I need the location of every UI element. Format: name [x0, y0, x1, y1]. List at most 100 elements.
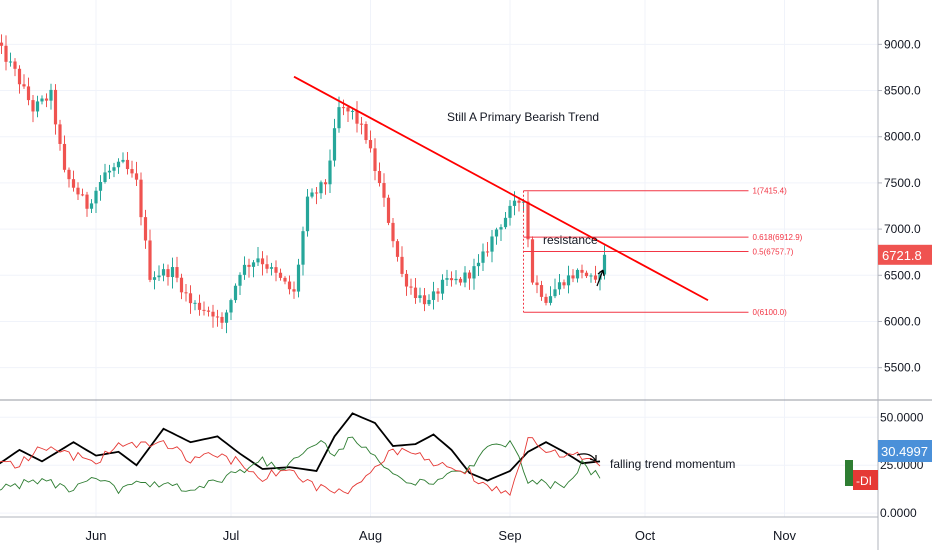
candle-body: [476, 262, 481, 267]
candle: [508, 200, 512, 226]
candle: [557, 273, 562, 295]
candle-body: [580, 269, 584, 273]
candle-body: [8, 61, 13, 63]
indicator-line-di: [0, 436, 601, 495]
indicator-tick-label: 50.0000: [880, 410, 924, 424]
candle: [31, 94, 35, 123]
chart-title-annotation: Still A Primary Bearish Trend: [447, 110, 599, 124]
candle: [382, 173, 386, 207]
candle-body: [166, 269, 170, 278]
candle: [58, 119, 62, 151]
time-tick-label: Jun: [86, 528, 107, 543]
candle: [490, 230, 494, 263]
candle-body: [152, 277, 157, 280]
candle-body: [301, 231, 305, 265]
candle: [526, 191, 530, 248]
candle-body: [395, 241, 400, 257]
candle: [472, 258, 476, 290]
fib-level-label: 0.5(6757.7): [753, 247, 794, 256]
candle-body: [323, 182, 328, 185]
candle-body: [22, 84, 26, 87]
candle-body: [422, 295, 427, 305]
candle-body: [458, 278, 463, 283]
candle-body: [377, 171, 382, 184]
candle: [265, 255, 269, 274]
candle-body: [418, 295, 422, 299]
candle-body: [179, 277, 184, 293]
candle: [116, 158, 121, 174]
candle: [544, 293, 548, 306]
candle-body: [382, 183, 386, 198]
candle: [71, 170, 76, 192]
last-price-badge: [878, 244, 932, 265]
candle: [463, 266, 467, 288]
candle: [494, 227, 499, 245]
price-tick-label: 7500.0: [884, 176, 921, 190]
candle-body: [337, 107, 341, 129]
candle: [278, 268, 283, 281]
candle-body: [233, 285, 238, 301]
time-tick-label: Aug: [359, 528, 382, 543]
candle-body: [355, 110, 359, 124]
price-tick-label: 8500.0: [884, 84, 921, 98]
candle-body: [193, 302, 197, 304]
candle-body: [332, 128, 337, 161]
candle: [166, 264, 170, 286]
candle-body: [544, 296, 548, 303]
candle: [440, 274, 445, 300]
candle: [224, 309, 229, 334]
candle-body: [274, 267, 278, 273]
candle-body: [134, 173, 139, 180]
candle-body: [575, 269, 580, 279]
candle-body: [445, 278, 449, 280]
candle-body: [386, 197, 391, 223]
candle-body: [503, 217, 508, 228]
candle-body: [305, 196, 310, 232]
candle-body: [202, 309, 206, 311]
candle: [566, 265, 571, 294]
candle: [323, 179, 328, 195]
candle-body: [220, 316, 224, 323]
time-tick-label: Oct: [635, 528, 656, 543]
candle: [148, 229, 152, 283]
candle: [233, 283, 238, 303]
price-tick-label: 8000.0: [884, 130, 921, 144]
indicator-line-di: [0, 437, 601, 497]
trendlines[interactable]: [293, 75, 709, 302]
candle-body: [157, 275, 161, 278]
candle-body: [103, 172, 107, 182]
dmi-indicator: [0, 412, 601, 497]
candle-body: [485, 251, 490, 253]
candle: [211, 304, 215, 328]
candle-body: [346, 107, 350, 112]
candle: [332, 118, 337, 167]
candle: [391, 218, 395, 248]
candle: [454, 270, 458, 285]
candles: [0, 34, 607, 334]
candle-body: [571, 275, 575, 279]
candle-body: [296, 264, 301, 292]
candle-body: [242, 264, 247, 275]
candle-body: [431, 291, 436, 300]
candle: [485, 242, 490, 257]
fibonacci-retracement[interactable]: 1(7415.4) 0.618(6912.9) 0.5(6757.7) 0(6100.…: [523, 187, 803, 318]
candle: [251, 259, 256, 278]
price-tick-label: 5500.0: [884, 361, 921, 375]
candle: [346, 105, 350, 123]
minus-di-tag: [853, 470, 878, 490]
candle-body: [206, 310, 211, 312]
candle: [193, 300, 197, 311]
candle-body: [247, 264, 251, 267]
candle: [517, 197, 521, 212]
candle: [197, 294, 202, 316]
candle: [445, 269, 449, 287]
candle-body: [251, 262, 256, 267]
candle-body: [260, 258, 265, 265]
candle-body: [116, 161, 121, 168]
candle: [395, 239, 400, 262]
candle-body: [472, 266, 476, 279]
candle-body: [350, 110, 355, 112]
candle-body: [535, 282, 539, 286]
